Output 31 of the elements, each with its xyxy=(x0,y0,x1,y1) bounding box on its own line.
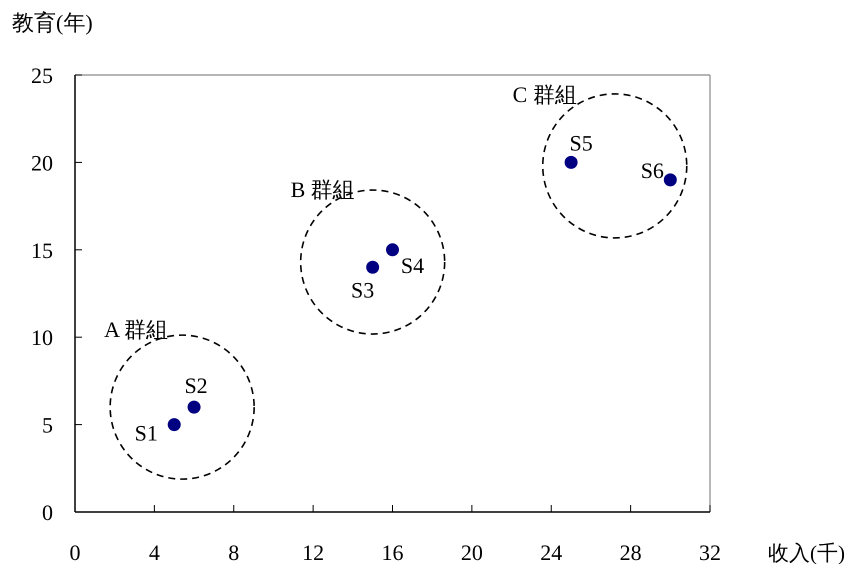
x-tick-label: 0 xyxy=(70,540,80,564)
annotation: S4 xyxy=(400,252,424,278)
y-tick-label: 0 xyxy=(42,500,53,525)
annotation: S6 xyxy=(640,158,664,183)
point xyxy=(366,260,380,274)
x-tick-label: 16 xyxy=(382,540,404,564)
annotation: S3 xyxy=(351,277,374,302)
x-tick-label: 32 xyxy=(699,540,721,564)
annotation: S5 xyxy=(569,130,593,156)
x-tick-label: 12 xyxy=(302,540,324,564)
y-tick-label: 25 xyxy=(31,63,53,88)
point xyxy=(386,243,399,256)
annotation: B 群組 xyxy=(290,177,355,202)
annotation: S2 xyxy=(184,373,208,398)
x-tick-label: 20 xyxy=(460,540,483,564)
point xyxy=(664,173,677,186)
y-tick-label: 10 xyxy=(31,325,53,350)
y-axis-title: 教育(年) xyxy=(12,10,93,35)
x-tick-label: 4 xyxy=(148,540,160,564)
x-tick-label: 28 xyxy=(620,540,642,564)
point xyxy=(168,418,181,432)
annotation: A 群組 xyxy=(104,317,168,342)
x-tick-label: 8 xyxy=(228,540,240,564)
x-tick-label: 24 xyxy=(540,540,562,564)
annotation: C 群組 xyxy=(512,82,577,107)
annotation: S1 xyxy=(134,420,158,446)
y-tick-label: 20 xyxy=(31,150,53,176)
point xyxy=(188,400,201,414)
y-tick-label: 5 xyxy=(42,412,53,438)
y-tick-label: 15 xyxy=(31,238,53,263)
point xyxy=(564,156,578,169)
